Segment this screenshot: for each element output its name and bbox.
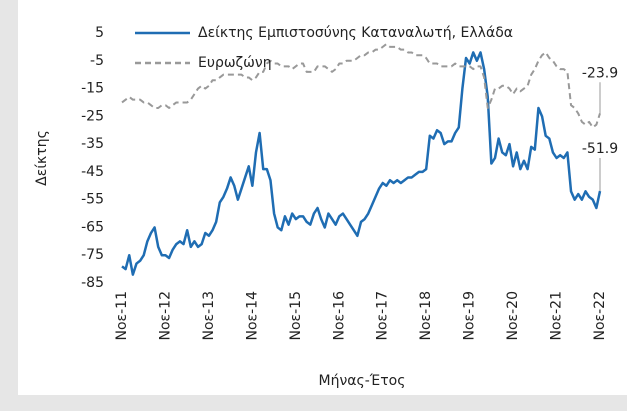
x-tick-label: Νοε-19	[462, 291, 478, 340]
legend-label: Δείκτης Εμπιστοσύνης Καταναλωτή, Ελλάδα	[198, 25, 513, 41]
y-tick-label: -85	[81, 275, 104, 291]
x-tick-label: Νοε-21	[549, 291, 565, 340]
x-tick-label: Νοε-16	[331, 291, 347, 341]
y-tick-label: -45	[81, 164, 104, 180]
y-tick-label: -5	[90, 53, 104, 69]
y-tick-label: -25	[81, 108, 104, 124]
x-tick-label: Νοε-11	[114, 291, 130, 340]
legend-label: Ευρωζώνη	[198, 55, 272, 71]
y-tick-label: -35	[81, 136, 104, 152]
y-tick-label: -75	[81, 247, 104, 263]
annotation: -23.9	[582, 65, 618, 81]
x-axis-label: Μήνας-Έτος	[319, 373, 406, 389]
x-tick-label: Νοε-22	[592, 291, 608, 340]
y-axis-label: Δείκτης	[34, 130, 50, 186]
annotation: -51.9	[582, 141, 618, 157]
x-tick-label: Νοε-17	[375, 291, 391, 340]
y-tick-label: 5	[95, 25, 104, 41]
x-tick-label: Νοε-12	[157, 291, 173, 340]
x-tick-label: Νοε-15	[288, 291, 304, 340]
x-tick-label: Νοε-14	[244, 291, 260, 341]
series-line	[121, 43, 601, 129]
chart-panel	[18, 0, 627, 395]
x-tick-label: Νοε-20	[505, 291, 521, 340]
x-tick-label: Νοε-18	[418, 291, 434, 340]
x-tick-label: Νοε-13	[201, 291, 217, 340]
series-line	[121, 51, 602, 276]
y-tick-label: -55	[81, 192, 104, 208]
y-tick-label: -15	[81, 81, 104, 97]
y-tick-label: -65	[81, 219, 104, 235]
